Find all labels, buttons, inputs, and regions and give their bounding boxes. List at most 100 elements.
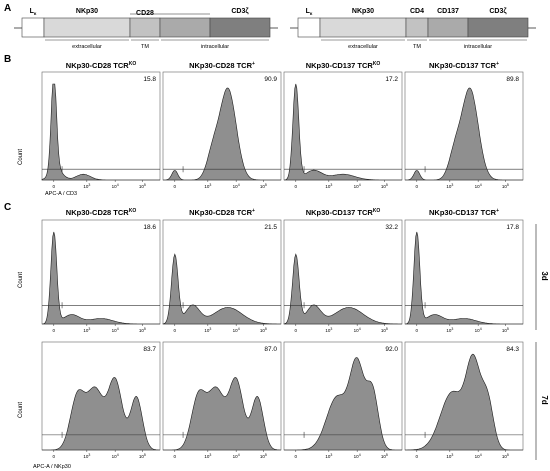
domain-label: extracellular — [348, 44, 378, 50]
construct-diagram-cd28: Lκ NKp30 CD28 CD3ζ extracellular TM intracellu… — [14, 8, 278, 50]
histogram-area — [283, 253, 402, 325]
axis-tick-label: 103 — [83, 453, 90, 459]
sample-header: NKp30-CD28 TCRKO — [66, 61, 137, 70]
axis-tick-label: 0 — [295, 328, 298, 333]
axis-tick-label: 105 — [139, 183, 146, 189]
axis-tick-label: 0 — [416, 328, 419, 333]
histogram-area — [162, 253, 281, 325]
histogram-area — [284, 357, 402, 451]
axis-tick-label: 0 — [174, 184, 177, 189]
axis-tick-label: 104 — [112, 327, 119, 333]
axis-tick-label: 105 — [381, 453, 388, 459]
construct-diagram-cd137: Lκ NKp30 CD4 CD137 CD3ζ extracellular TM intrac… — [290, 8, 536, 50]
axis-tick-label: 105 — [260, 183, 267, 189]
histogram-area — [163, 87, 281, 181]
sample-header: NKp30-CD28 TCR+ — [189, 61, 255, 70]
sample-header: NKp30-CD137 TCR+ — [429, 208, 499, 217]
construct-segment — [467, 17, 529, 38]
axis-tick-label: 0 — [295, 184, 298, 189]
histogram-area — [405, 353, 523, 451]
axis-tick-label: 103 — [83, 327, 90, 333]
gate-percentage: 84.3 — [506, 346, 519, 353]
axis-tick-label: 105 — [260, 453, 267, 459]
axis-tick-label: 104 — [475, 183, 482, 189]
segment-label: CD28 — [136, 10, 154, 17]
domain-label: intracellular — [464, 44, 492, 50]
axis-tick-label: 0 — [295, 454, 298, 459]
axis-tick-label: 104 — [112, 183, 119, 189]
construct-segment — [427, 17, 469, 38]
axis-tick-label: 105 — [381, 327, 388, 333]
construct-segment — [43, 17, 131, 38]
segment-label: CD3ζ — [489, 8, 507, 15]
axis-tick-label: 0 — [53, 184, 56, 189]
construct-segment — [129, 17, 161, 38]
segment-label: CD137 — [437, 8, 459, 15]
axis-tick-label: 103 — [204, 327, 211, 333]
gate-percentage: 87.0 — [264, 346, 277, 353]
histogram-area — [41, 231, 160, 325]
gate-percentage: 15.8 — [143, 76, 156, 83]
construct-segment — [297, 17, 321, 38]
axis-tick-label: 104 — [354, 183, 361, 189]
construct-segment — [159, 17, 211, 38]
domain-label: TM — [141, 44, 149, 50]
gate-percentage: 17.2 — [385, 76, 398, 83]
construct-segment — [21, 17, 45, 38]
axis-tick-label: 104 — [233, 183, 240, 189]
axis-tick-label: 0 — [416, 454, 419, 459]
axis-tick-label: 105 — [260, 327, 267, 333]
construct-segment — [209, 17, 271, 38]
axis-tick-label: 104 — [475, 453, 482, 459]
axis-tick-label: 105 — [139, 453, 146, 459]
gate-percentage: 21.5 — [264, 224, 277, 231]
axis-tick-label: 0 — [53, 328, 56, 333]
segment-label: NKp30 — [76, 8, 98, 15]
gate-percentage: 32.2 — [385, 224, 398, 231]
axis-tick-label: 105 — [502, 183, 509, 189]
axis-tick-label: 105 — [381, 183, 388, 189]
axis-tick-label: 104 — [112, 453, 119, 459]
sample-header: NKp30-CD28 TCR+ — [189, 208, 255, 217]
panel-label-c: C — [4, 202, 11, 213]
axis-tick-label: 0 — [53, 454, 56, 459]
axis-tick-label: 103 — [446, 183, 453, 189]
axis-tick-label: 104 — [354, 327, 361, 333]
histogram-area — [283, 83, 402, 181]
segment-label: CD3ζ — [231, 8, 249, 15]
axis-tick-label: 104 — [354, 453, 361, 459]
segment-label: Lκ — [30, 8, 37, 16]
gate-percentage: 18.6 — [143, 224, 156, 231]
axis-tick-label: 0 — [416, 184, 419, 189]
sample-header: NKp30-CD137 TCR+ — [429, 61, 499, 70]
panel-c-y-axis-label-3d: Count — [18, 272, 24, 288]
axis-tick-label: 103 — [325, 453, 332, 459]
histogram-area — [42, 377, 160, 451]
axis-tick-label: 0 — [174, 454, 177, 459]
panel-c-x-axis-label: APC-A / NKp30 — [33, 464, 71, 470]
axis-tick-label: 103 — [204, 453, 211, 459]
panel-c-sample-headers: NKp30-CD28 TCRKO NKp30-CD28 TCR+ NKp30-CD1… — [66, 208, 499, 217]
axis-tick-label: 103 — [204, 183, 211, 189]
gate-percentage: 90.9 — [264, 76, 277, 83]
axis-tick-label: 103 — [83, 183, 90, 189]
histogram-area — [405, 87, 523, 181]
panel-label-a: A — [4, 3, 11, 14]
domain-label: intracellular — [201, 44, 229, 50]
construct-segment — [319, 17, 407, 38]
gate-percentage: 92.0 — [385, 346, 398, 353]
gate-percentage: 17.8 — [506, 224, 519, 231]
axis-tick-label: 0 — [174, 328, 177, 333]
construct-segment — [405, 17, 429, 38]
domain-label: TM — [413, 44, 421, 50]
panel-b-x-axis-label: APC-A / CD3 — [45, 191, 77, 197]
panel-c-histograms-3d: 18.6 0 103 104 105 21.5 0 103 104 105 32.2 0 103 104 1… — [41, 219, 524, 333]
axis-tick-label: 103 — [325, 327, 332, 333]
panel-c-y-axis-label-7d: Count — [18, 402, 24, 418]
row-label-3d: 3d — [540, 271, 549, 280]
sample-header: NKp30-CD28 TCRKO — [66, 208, 137, 217]
panel-b-sample-headers: NKp30-CD28 TCRKO NKp30-CD28 TCR+ NKp30-CD1… — [66, 61, 499, 70]
histogram-area — [163, 377, 281, 451]
axis-tick-label: 103 — [325, 183, 332, 189]
